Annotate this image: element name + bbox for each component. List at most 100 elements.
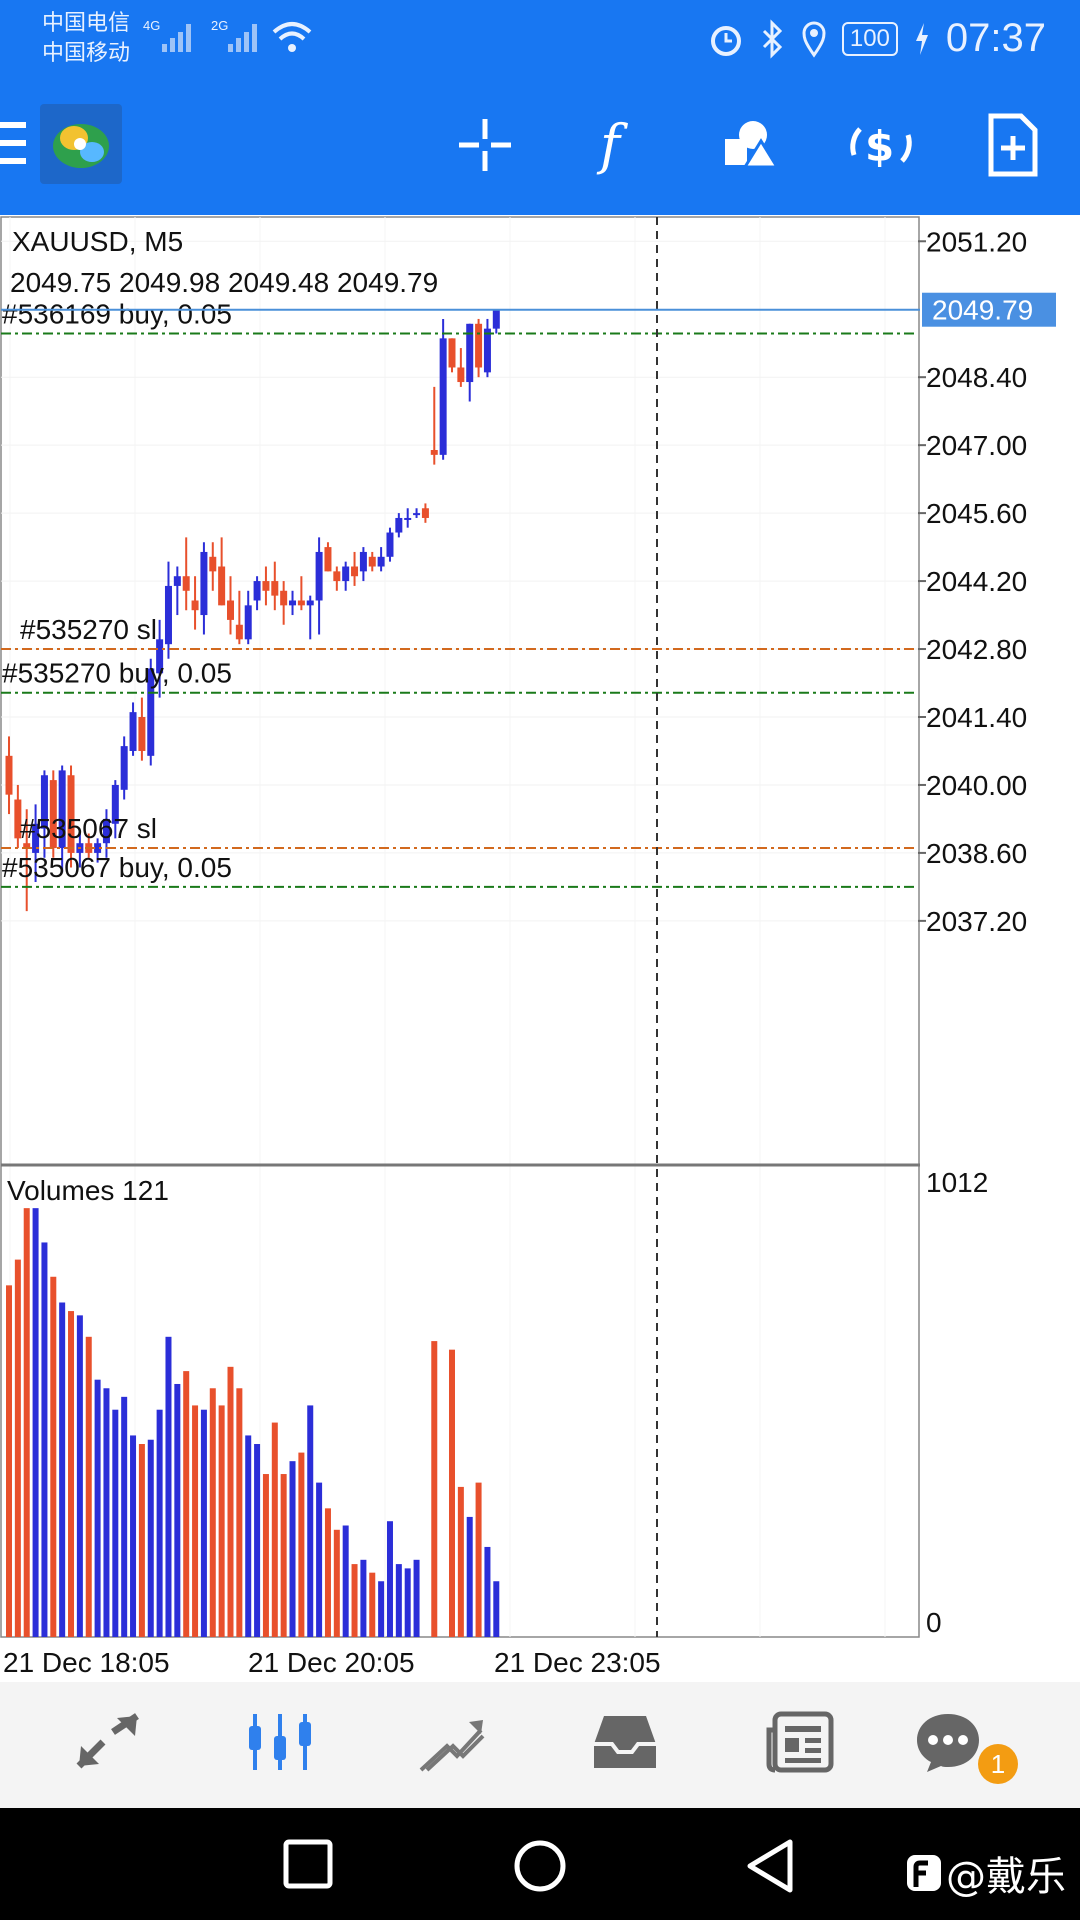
chart-icon [249,1714,311,1770]
y-tick-label: 2047.00 [926,430,1027,461]
volume-bar [360,1559,367,1637]
candle-body [421,508,429,518]
volume-bar [23,1208,30,1637]
candle-body [111,784,119,824]
new-order-button[interactable] [978,105,1048,185]
candle-body [67,775,75,853]
volume-bar [254,1444,261,1637]
nav-messages[interactable] [908,1702,988,1782]
candle-body [23,843,31,849]
candle-body [94,843,102,853]
volume-bar [262,1474,269,1637]
y-tick-label: 2041.40 [926,702,1027,733]
home-icon[interactable] [512,1838,568,1894]
crosshair-button[interactable] [450,105,520,185]
status-right: 100 07:37 [706,16,1046,61]
nav-news[interactable] [760,1702,840,1782]
volume-bar [68,1311,75,1637]
svg-text:$: $ [865,122,894,171]
clock: 07:37 [945,16,1046,60]
volume-bar [192,1405,199,1637]
order-label: #535270 buy, 0.05 [2,658,232,689]
candle-body [32,823,40,853]
candle-body [218,566,226,606]
watermark: @戴乐 [906,1844,1066,1902]
volume-bar [457,1486,464,1637]
candle-body [368,556,376,567]
candle-body [262,581,270,591]
volume-bar [289,1461,296,1637]
svg-text:f: f [596,115,628,175]
quotes-icon [76,1713,139,1769]
x-tick-3: 21 Dec 23:05 [494,1647,661,1678]
toolbar [0,80,1080,215]
volume-bar [85,1336,92,1637]
volume-bar [342,1525,349,1637]
volume-bar [298,1452,305,1637]
menu-icon[interactable] [0,120,30,166]
signal-2-icon [228,24,257,52]
indicators-icon: f [596,115,628,175]
candle-body [342,566,350,582]
alarm-icon [710,25,741,56]
nav-quotes[interactable] [68,1702,148,1782]
trade-button[interactable]: $ [846,105,916,185]
candle-body [324,547,332,572]
volume-bar [50,1276,57,1637]
y-tick-label: 2048.40 [926,362,1027,393]
volume-bar [245,1435,252,1637]
volume-bar [395,1564,402,1637]
candle-body [156,639,164,674]
nav-chart[interactable] [240,1702,320,1782]
candle-body [182,576,190,591]
volume-bar [475,1482,482,1637]
signal-1-label: 4G [143,18,161,33]
carrier-2: 中国移动 [42,40,131,65]
volume-bar [147,1439,154,1637]
candle-body [315,551,323,601]
y-tick-label: 2042.80 [926,634,1027,665]
volume-bar [413,1559,420,1637]
recent-apps-icon[interactable] [282,1838,334,1890]
volume-bar [484,1546,491,1637]
crosshair-icon [459,119,511,171]
candle-body [430,450,438,455]
candle-body [333,571,341,582]
volume-bar [386,1521,393,1637]
indicators-button[interactable]: f [583,105,653,185]
volume-bar [183,1371,190,1637]
volume-bar [271,1422,278,1637]
trade-icon: $ [850,122,912,171]
order-label: #536169 buy, 0.05 [2,299,232,330]
x-tick-1: 21 Dec 18:05 [3,1647,170,1678]
bottom-navigation: 1 [0,1682,1080,1808]
candle-body [58,770,66,849]
candle-body [404,517,412,520]
candle-body [448,338,456,368]
volume-bar [493,1581,500,1637]
candles [5,309,500,912]
candle-body [200,551,208,616]
price-chart[interactable]: #536169 buy, 0.05 #535270 sl #535270 buy, … [0,215,1080,1682]
back-icon[interactable] [744,1838,796,1894]
app-logo[interactable] [40,104,122,184]
message-count-badge: 1 [978,1744,1018,1784]
carrier-info: 中国电信 中国移动 [42,8,130,68]
candle-body [138,716,146,751]
volume-bar [59,1302,66,1637]
bluetooth-icon [762,18,782,59]
system-navigation-bar: @戴乐 [0,1808,1080,1920]
volume-bar [404,1568,411,1637]
nav-history[interactable] [585,1702,665,1782]
candle-body [439,338,447,455]
objects-button[interactable] [714,105,784,185]
volume-bar [316,1482,323,1637]
candle-body [244,605,252,640]
y-tick-label: 2044.20 [926,566,1027,597]
candle-body [289,600,297,606]
objects-icon [725,121,779,169]
volume-bar [41,1242,48,1637]
nav-trade[interactable] [412,1702,492,1782]
ohlc-label: 2049.75 2049.98 2049.48 2049.79 [10,267,438,298]
messages-icon [917,1714,979,1772]
